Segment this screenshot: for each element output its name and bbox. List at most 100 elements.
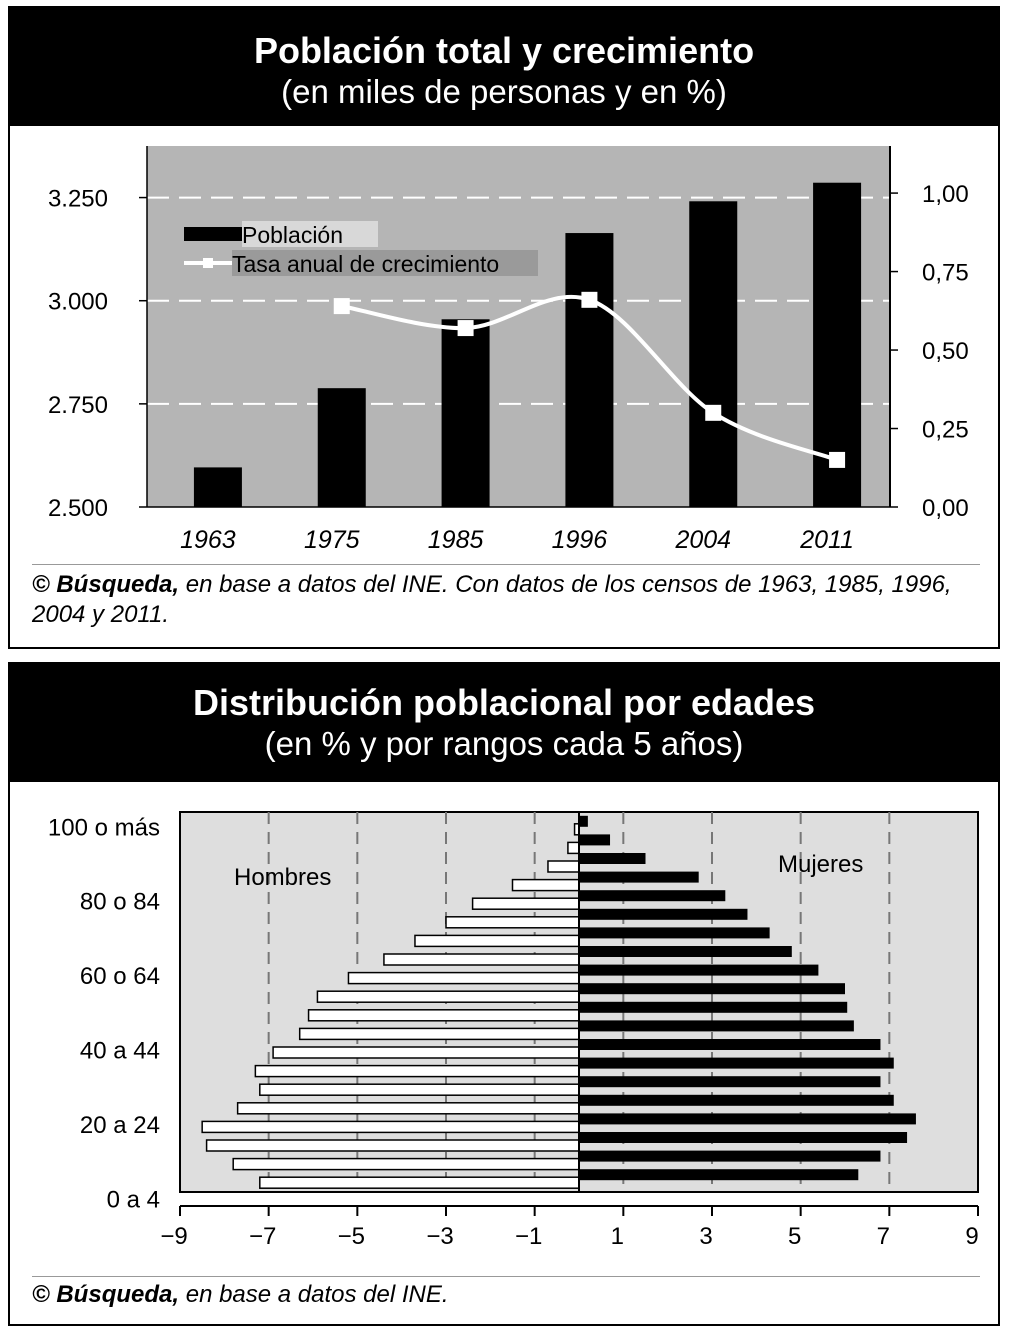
population-chart-header: Población total y crecimiento (en miles … <box>10 8 998 126</box>
women-bar <box>579 1132 908 1143</box>
men-bar <box>445 916 580 929</box>
women-bar <box>579 1094 894 1106</box>
legend-line-label-bg <box>232 250 538 276</box>
women-bar <box>579 1076 881 1088</box>
legend-bar-swatch <box>184 227 242 241</box>
left-axis-tick-label: 2.750 <box>48 392 108 419</box>
men-bar <box>383 953 580 966</box>
growth-rate-marker <box>829 451 846 468</box>
age-group-label: 60 o 64 <box>80 963 160 990</box>
population-source-brand: © Búsqueda, <box>32 571 180 598</box>
women-bar <box>579 834 611 846</box>
women-bar <box>579 1001 848 1013</box>
men-bar <box>259 1083 580 1096</box>
age-pyramid-title: Distribución poblacional por edades <box>192 682 816 723</box>
women-bar <box>579 890 726 902</box>
women-bar <box>579 964 819 976</box>
pyramid-x-tick-label: 1 <box>611 1223 624 1250</box>
growth-rate-marker <box>457 320 474 337</box>
pyramid-x-tick-label: −1 <box>515 1223 542 1250</box>
men-bar <box>316 990 580 1003</box>
x-axis-tick-label: 2004 <box>674 526 731 554</box>
growth-rate-marker <box>581 291 598 308</box>
women-label: Mujeres <box>778 851 863 878</box>
men-bar <box>259 1176 580 1189</box>
men-bar <box>232 1157 580 1171</box>
left-axis-tick-label: 2.500 <box>48 495 108 522</box>
legend-bar-label-bg <box>242 221 378 247</box>
x-axis-tick-label: 1963 <box>180 526 236 554</box>
right-axis-tick-label: 0,50 <box>922 338 969 365</box>
population-bar <box>565 233 614 507</box>
age-group-label: 0 a 4 <box>107 1186 160 1213</box>
women-bar <box>579 1113 916 1125</box>
population-source-text: en base a datos del INE. Con datos de lo… <box>32 571 952 628</box>
men-bar <box>347 971 580 985</box>
population-bar <box>317 388 366 507</box>
age-pyramid-header: Distribución poblacional por edades (en … <box>10 664 998 782</box>
men-bar <box>547 860 580 873</box>
pyramid-x-tick-label: 9 <box>965 1223 978 1250</box>
population-chart-subtitle: (en miles de personas y en %) <box>281 73 727 110</box>
women-bar <box>579 1057 894 1069</box>
women-bar <box>579 853 646 864</box>
right-axis-tick-label: 0,75 <box>922 260 969 287</box>
women-bar <box>579 908 748 920</box>
men-bar <box>254 1064 580 1078</box>
women-bar <box>579 1039 881 1050</box>
pyramid-x-tick-label: 3 <box>699 1223 712 1250</box>
x-axis-tick-label: 1975 <box>304 526 360 554</box>
population-source-divider <box>32 564 980 565</box>
age-pyramid-chart: −9 −7 −5 −3 −1 1 3 5 7 9 100 o más 80 o 84 60 o 64 40… <box>48 811 979 1250</box>
age-group-label: 40 a 44 <box>80 1038 160 1065</box>
right-axis-tick-label: 1,00 <box>922 181 969 208</box>
men-bar <box>307 1009 580 1022</box>
pyramid-x-tick-label: 5 <box>788 1223 801 1250</box>
population-source-note: © Búsqueda, en base a datos del INE. Con… <box>32 570 984 630</box>
legend-line-marker <box>203 258 213 268</box>
men-bar <box>414 934 580 948</box>
age-group-label: 20 a 24 <box>80 1112 160 1139</box>
men-bar <box>511 878 580 892</box>
pyramid-x-tick-label: −5 <box>338 1223 365 1250</box>
pyramid-x-tick-label: −3 <box>426 1223 453 1250</box>
men-bar <box>205 1139 580 1152</box>
age-pyramid-subtitle: (en % y por rangos cada 5 años) <box>264 725 744 762</box>
growth-rate-marker <box>333 298 350 315</box>
x-axis-tick-label: 1996 <box>552 526 608 554</box>
men-bar <box>567 841 580 855</box>
legend-bar-label: Población <box>242 222 343 248</box>
women-bar <box>579 946 792 957</box>
population-bar <box>441 319 490 507</box>
age-group-label: 80 o 84 <box>80 889 160 916</box>
age-pyramid-panel: Distribución poblacional por edades (en … <box>8 662 1000 1326</box>
pyramid-x-tick-label: 7 <box>877 1223 890 1250</box>
x-axis-tick-label: 1985 <box>428 526 484 554</box>
men-bar <box>236 1102 580 1115</box>
population-chart: 3.250 3.000 2.750 2.500 1,00 0,75 0,50 0,25 0,00… <box>48 146 969 554</box>
men-label: Hombres <box>234 864 331 891</box>
pyramid-x-tick-label: −9 <box>160 1223 187 1250</box>
women-bar <box>579 1020 854 1032</box>
women-bar <box>579 815 588 827</box>
pyramid-x-tick-label: −7 <box>249 1223 276 1250</box>
age-pyramid-source-divider <box>32 1276 980 1277</box>
left-axis-tick-label: 3.000 <box>48 289 108 316</box>
growth-rate-marker <box>705 404 722 421</box>
women-bar <box>579 983 845 995</box>
left-axis-tick-label: 3.250 <box>48 186 108 213</box>
women-bar <box>579 871 699 883</box>
age-pyramid-source-brand: © Búsqueda, <box>32 1281 180 1308</box>
population-chart-panel: Población total y crecimiento (en miles … <box>8 6 1000 649</box>
right-axis-tick-label: 0,25 <box>922 417 969 444</box>
age-pyramid-source-note: © Búsqueda, en base a datos del INE. <box>32 1280 984 1310</box>
population-chart-title: Población total y crecimiento <box>253 30 755 71</box>
age-pyramid-source-text: en base a datos del INE. <box>179 1281 449 1308</box>
women-bar <box>579 1150 881 1162</box>
men-bar <box>272 1046 580 1059</box>
age-group-label: 100 o más <box>48 814 160 841</box>
men-bar <box>471 897 580 910</box>
population-bar <box>193 467 242 507</box>
legend-line-label: Tasa anual de crecimiento <box>232 251 499 277</box>
plot-area <box>147 146 890 507</box>
